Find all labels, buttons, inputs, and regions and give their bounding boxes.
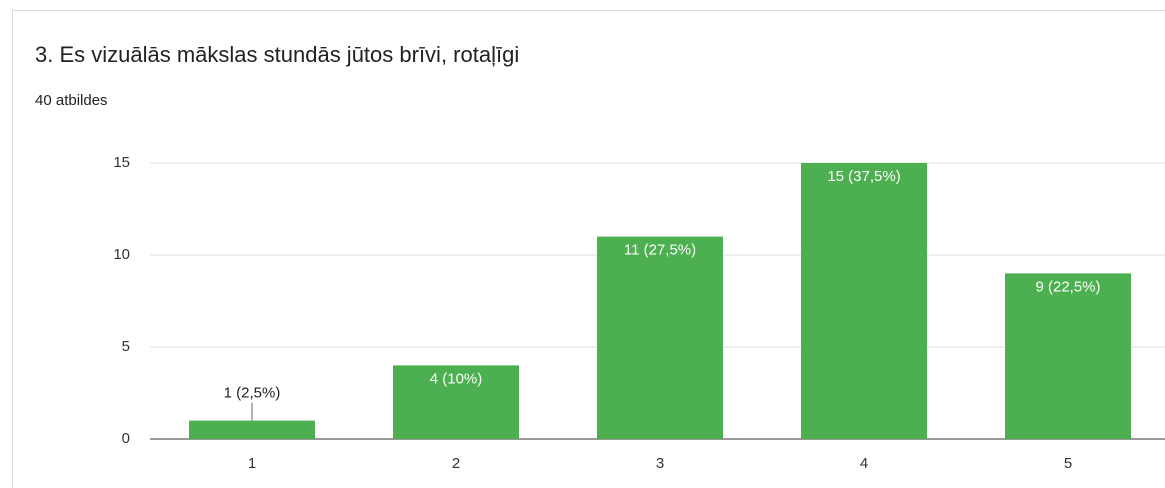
card-border [12, 10, 1165, 488]
x-tick-label: 5 [1064, 455, 1072, 472]
x-tick-label: 4 [860, 455, 868, 472]
data-label: 11 (27,5%) [624, 242, 696, 259]
chart-subtitle: 40 atbildes [35, 92, 108, 109]
x-tick-label: 2 [452, 455, 460, 472]
data-label: 15 (37,5%) [827, 168, 900, 185]
bar [189, 420, 315, 439]
data-label: 9 (22,5%) [1035, 278, 1100, 295]
bar [597, 236, 723, 439]
bar [393, 365, 519, 439]
y-tick-label: 5 [122, 338, 130, 355]
bar [801, 163, 927, 439]
data-label: 1 (2,5%) [224, 385, 281, 402]
bar [1005, 273, 1131, 439]
chart-title: 3. Es vizuālās mākslas stundās jūtos brī… [35, 42, 519, 67]
y-tick-label: 15 [113, 154, 130, 171]
x-tick-label: 3 [656, 455, 664, 472]
y-tick-label: 10 [113, 246, 130, 263]
x-tick-label: 1 [248, 455, 256, 472]
y-tick-label: 0 [122, 430, 130, 447]
data-label: 4 (10%) [430, 370, 483, 387]
